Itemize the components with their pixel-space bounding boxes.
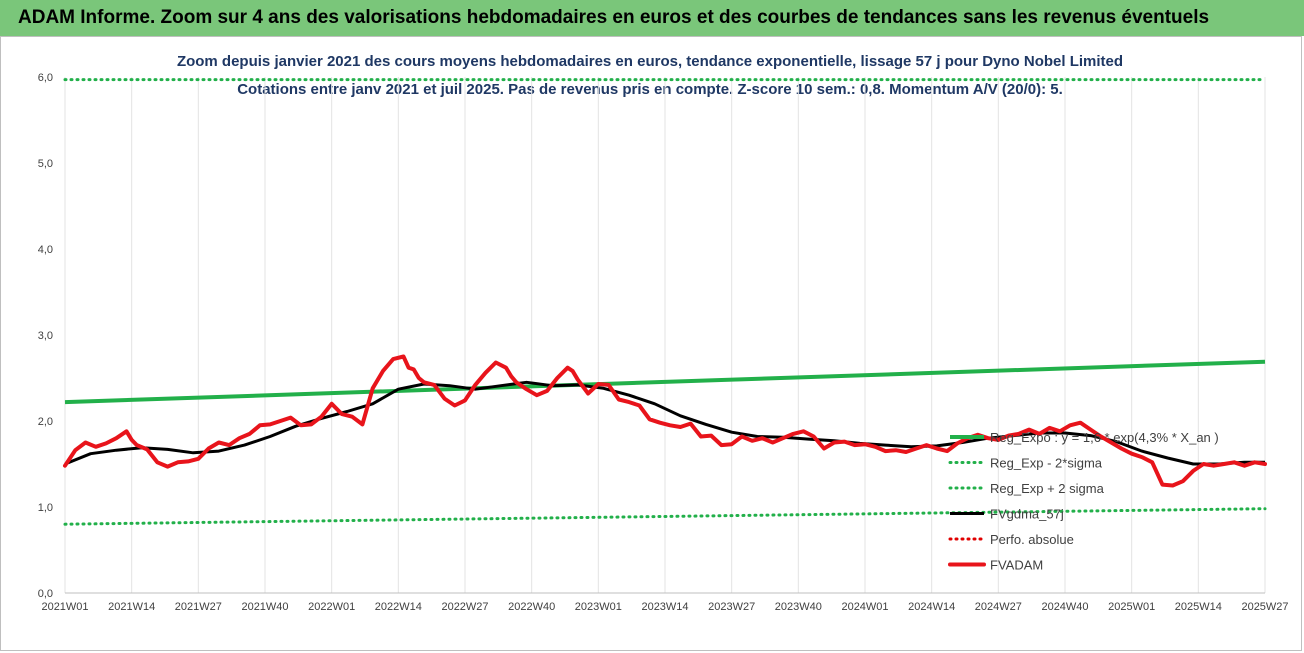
x-tick-label: 2022W27 [441,601,488,613]
x-tick-label: 2022W14 [375,601,422,613]
chart-frame [0,36,1302,651]
x-tick-label: 2023W27 [708,601,755,613]
series-line [63,354,1267,488]
x-tick-label: 2025W14 [1175,601,1222,613]
y-tick-label: 5,0 [38,158,53,170]
legend-label: Reg_Exp + 2 sigma [990,481,1105,496]
x-tick-label: 2022W40 [508,601,555,613]
y-tick-label: 4,0 [38,244,53,256]
series-group [63,78,1267,526]
x-tick-label: 2024W27 [975,601,1022,613]
legend-label: Perfo. absolue [990,532,1074,547]
legend-label: FVgdma_57j [990,507,1064,522]
chart-subtitle: Cotations entre janv 2021 et juil 2025. … [237,81,1063,98]
x-tick-label: 2024W40 [1041,601,1088,613]
legend: Reg_Expo : y = 1,6 * exp(4,3% * X_an ) Re… [948,430,1219,573]
x-tick-label: 2023W01 [575,601,622,613]
legend-label: FVADAM [990,558,1043,573]
x-tick-label: 2023W14 [641,601,688,613]
x-tick-label: 2024W14 [908,601,955,613]
x-tick-label: 2022W01 [308,601,355,613]
series-line [64,359,1266,405]
y-tick-label: 3,0 [38,330,53,342]
series-line [63,507,1267,526]
x-tick-label: 2021W14 [108,601,155,613]
y-tick-label: 6,0 [38,72,53,84]
y-axis: 0,0 1,0 2,0 3,0 4,0 5,0 6,0 [38,72,53,600]
series-line [64,380,1265,466]
chart: Zoom depuis janvier 2021 des cours moyen… [38,53,1289,613]
legend-label: Reg_Expo : y = 1,6 * exp(4,3% * X_an ) [990,430,1219,445]
x-gridlines [64,77,1266,593]
x-tick-label: 2021W01 [41,601,88,613]
report-banner: ADAM Informe. Zoom sur 4 ans des valoris… [0,0,1304,36]
y-tick-label: 1,0 [38,502,53,514]
x-tick-label: 2024W01 [841,601,888,613]
x-tick-label: 2025W01 [1108,601,1155,613]
x-tick-label: 2021W27 [175,601,222,613]
y-tick-label: 0,0 [38,588,53,600]
legend-label: Reg_Exp - 2*sigma [990,456,1103,471]
y-tick-label: 2,0 [38,416,53,428]
report-banner-title: ADAM Informe. Zoom sur 4 ans des valoris… [18,7,1210,28]
x-tick-label: 2025W27 [1241,601,1288,613]
x-axis: 2021W01 2021W14 2021W27 2021W40 2022W01 2022W… [41,601,1288,613]
x-tick-label: 2023W40 [775,601,822,613]
x-tick-label: 2021W40 [241,601,288,613]
chart-title: Zoom depuis janvier 2021 des cours moyen… [177,53,1123,70]
